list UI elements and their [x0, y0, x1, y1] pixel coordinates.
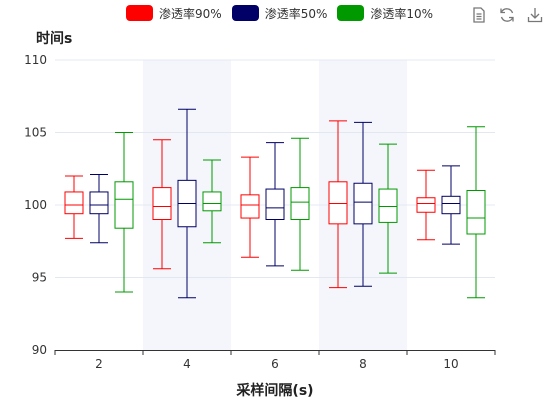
box-1-4[interactable] [152, 139, 172, 270]
x-tick-label: 4 [183, 357, 191, 371]
box-iqr [240, 194, 260, 219]
box-iqr [290, 187, 310, 221]
box-iqr [202, 191, 222, 212]
x-tick-label: 2 [95, 357, 103, 371]
y-tick-label: 105 [24, 126, 47, 140]
box-1-2[interactable] [64, 175, 84, 239]
box-2-10[interactable] [441, 165, 461, 245]
box-iqr [416, 197, 436, 213]
box-2-6[interactable] [265, 142, 285, 267]
box-iqr [441, 195, 461, 215]
box-3-10[interactable] [466, 126, 486, 299]
refresh-icon[interactable] [498, 6, 516, 24]
box-1-10[interactable] [416, 169, 436, 241]
legend: 渗透率90% 渗透率50% 渗透率10% [126, 4, 433, 22]
box-iqr [64, 191, 84, 215]
box-1-6[interactable] [240, 156, 260, 258]
legend-label-50: 渗透率50% [264, 6, 328, 21]
box-3-4[interactable] [202, 159, 222, 244]
box-3-8[interactable] [378, 143, 398, 274]
box-2-2[interactable] [89, 174, 109, 244]
box-iqr [89, 191, 109, 215]
toolbox [470, 6, 544, 24]
x-axis-title: 采样间隔(s) [236, 383, 314, 399]
box-3-6[interactable] [290, 137, 310, 271]
box-3-2[interactable] [114, 132, 134, 293]
box-iqr [353, 182, 373, 225]
box-iqr [265, 188, 285, 221]
box-iqr [328, 181, 348, 225]
legend-swatch-90 [126, 5, 153, 21]
legend-swatch-10 [337, 5, 365, 21]
box-1-8[interactable] [328, 120, 348, 289]
legend-label-10: 渗透率10% [370, 6, 434, 21]
data-view-icon[interactable] [470, 6, 488, 24]
download-icon[interactable] [526, 6, 544, 24]
box-iqr [152, 187, 172, 221]
x-tick-label: 8 [359, 357, 367, 371]
box-iqr [466, 190, 486, 235]
box-2-8[interactable] [353, 121, 373, 287]
y-axis-title: 时间s [36, 31, 73, 47]
box-iqr [114, 181, 134, 229]
legend-swatch-50 [231, 5, 259, 21]
x-tick-label: 10 [443, 357, 458, 371]
legend-label-90: 渗透率90% [159, 6, 222, 21]
y-tick-label: 100 [24, 198, 47, 212]
legend-item-50[interactable]: 渗透率50% [231, 5, 328, 22]
y-tick-label: 90 [32, 343, 47, 357]
y-tick-label: 95 [32, 271, 47, 285]
y-tick-label: 110 [24, 53, 47, 67]
legend-item-90[interactable]: 渗透率90% [126, 5, 222, 22]
legend-item-10[interactable]: 渗透率10% [337, 5, 433, 22]
box-iqr [378, 188, 398, 223]
box-2-4[interactable] [177, 108, 197, 299]
x-tick-label: 6 [271, 357, 279, 371]
